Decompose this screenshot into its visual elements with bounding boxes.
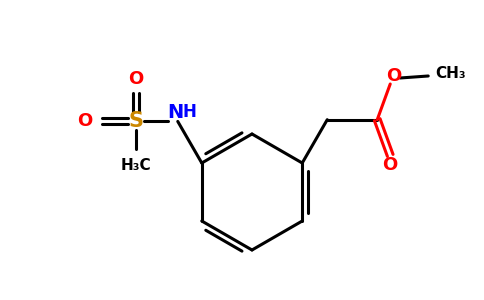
Text: O: O bbox=[382, 156, 398, 174]
Text: O: O bbox=[387, 67, 402, 85]
Text: S: S bbox=[128, 111, 143, 131]
Text: H: H bbox=[183, 103, 197, 122]
Text: N: N bbox=[167, 103, 184, 122]
Text: O: O bbox=[128, 70, 143, 88]
Text: CH₃: CH₃ bbox=[435, 67, 466, 82]
Text: H₃C: H₃C bbox=[121, 158, 151, 173]
Text: O: O bbox=[77, 112, 92, 130]
